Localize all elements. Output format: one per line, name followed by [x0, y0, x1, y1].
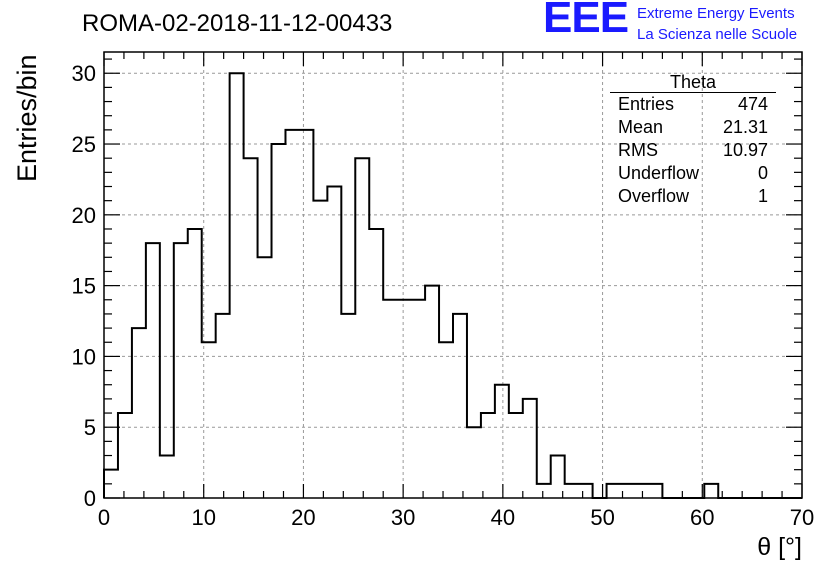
stats-box: Theta Entries 474 Mean 21.31 RMS 10.97 U…: [610, 72, 776, 208]
y-tick-label: 5: [84, 415, 96, 440]
chart-title: ROMA-02-2018-11-12-00433: [82, 10, 393, 37]
y-tick-label: 10: [72, 344, 96, 369]
y-axis-label: Entries/bin: [12, 54, 42, 182]
histogram-bin: [648, 484, 662, 498]
x-tick-label: 10: [191, 505, 215, 530]
x-tick-label: 70: [790, 505, 814, 530]
histogram-bin: [439, 342, 453, 498]
histogram-bin: [244, 158, 258, 498]
histogram-bin: [132, 328, 146, 498]
histogram-bin: [453, 314, 467, 498]
stats-value: 10.97: [722, 140, 768, 160]
stats-value: 1: [757, 186, 768, 206]
histogram-bin: [425, 286, 439, 498]
y-tick-label: 15: [72, 274, 96, 299]
histogram-bin: [551, 456, 565, 498]
histogram-bin: [313, 201, 327, 498]
logo-line-2: La Scienza nelle Scuole: [637, 26, 798, 43]
histogram-bin: [579, 484, 593, 498]
histogram-outline: [103, 72, 802, 499]
histogram-bin: [397, 300, 411, 498]
histogram-bin: [272, 144, 286, 498]
stats-row-overflow: Overflow 1: [610, 185, 776, 208]
x-tick-label: 40: [491, 505, 515, 530]
stats-value: 0: [757, 163, 768, 183]
y-tick-label: 20: [72, 203, 96, 228]
histogram-bin: [481, 413, 495, 498]
histogram-bin: [523, 399, 537, 498]
stats-row-entries: Entries 474: [610, 93, 776, 116]
histogram-bin: [118, 413, 132, 498]
histogram-bin: [327, 187, 341, 498]
histogram-bin: [160, 456, 174, 498]
x-tick-label: 20: [291, 505, 315, 530]
stats-label: Mean: [618, 117, 664, 137]
histogram-bin: [285, 130, 299, 498]
histogram-bin: [299, 130, 313, 498]
stats-value: 21.31: [722, 117, 768, 137]
histogram-bin: [607, 484, 621, 498]
histogram-bin: [104, 470, 118, 498]
histogram-bin: [509, 413, 523, 498]
histogram-bin: [537, 484, 551, 498]
histogram-bin: [467, 427, 481, 498]
stats-title: Theta: [610, 72, 776, 93]
histogram-bin: [341, 314, 355, 498]
histogram-bin: [174, 243, 188, 498]
histogram-bin: [202, 342, 216, 498]
x-tick-label: 50: [590, 505, 614, 530]
histogram-bin: [383, 300, 397, 498]
stats-label: Overflow: [618, 186, 690, 206]
histogram-bin: [704, 484, 718, 498]
stats-label: RMS: [618, 140, 658, 160]
histogram-bin: [188, 229, 202, 498]
histogram-bin: [146, 243, 160, 498]
stats-label: Underflow: [618, 163, 700, 183]
stats-label: Entries: [618, 94, 675, 114]
x-tick-label: 60: [690, 505, 714, 530]
stats-row-mean: Mean 21.31: [610, 116, 776, 139]
histogram-bin: [369, 229, 383, 498]
histogram-bin: [634, 484, 648, 498]
histogram-bin: [411, 300, 425, 498]
x-tick-label: 30: [391, 505, 415, 530]
y-tick-label: 25: [72, 132, 96, 157]
stats-row-rms: RMS 10.97: [610, 139, 776, 162]
histogram-bin: [621, 484, 635, 498]
stats-row-underflow: Underflow 0: [610, 162, 776, 185]
histogram-bin: [495, 385, 509, 498]
x-axis-label: θ [°]: [757, 533, 802, 561]
logo-line-1: Extreme Energy Events: [637, 5, 795, 22]
y-tick-label: 0: [84, 486, 96, 511]
stats-value: 474: [737, 94, 768, 114]
plot-frame: [103, 51, 803, 499]
eee-logo-mark: EEE: [543, 0, 629, 42]
y-tick-label: 30: [72, 61, 96, 86]
histogram-bin: [230, 73, 244, 498]
histogram-bin: [258, 257, 272, 498]
histogram-bin: [355, 158, 369, 498]
eee-logo-text: Extreme Energy Events La Scienza nelle S…: [637, 3, 797, 45]
histogram-bin: [565, 484, 579, 498]
x-tick-label: 0: [98, 505, 110, 530]
histogram-bin: [216, 314, 230, 498]
